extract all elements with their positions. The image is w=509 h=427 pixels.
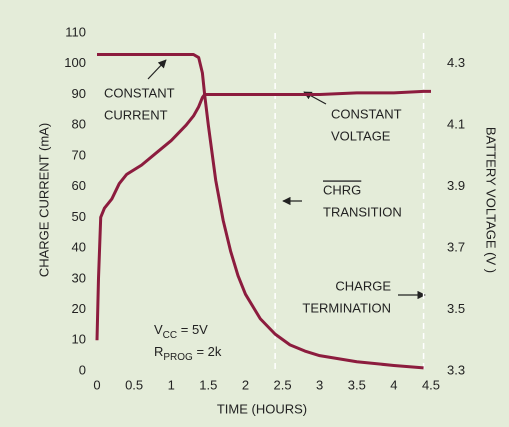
annotation: VCC = 5V [154, 322, 208, 340]
curve [95, 89, 431, 341]
annotation: CONSTANT [104, 85, 175, 100]
y-axis-label: CHARGE CURRENT (mA) [36, 123, 51, 277]
annotation: CHRG [323, 182, 361, 197]
y2-tick-label: 3.9 [447, 178, 465, 193]
x-tick-label: 3.5 [348, 377, 366, 392]
x-tick-label: 1.5 [199, 377, 217, 392]
y2-tick-label: 4.1 [447, 117, 465, 132]
x-tick-label: 2.5 [274, 377, 292, 392]
y-tick-label: 50 [72, 209, 86, 224]
y-tick-label: 60 [72, 178, 86, 193]
x-tick-label: 0.5 [125, 377, 143, 392]
y-tick-label: 110 [65, 24, 86, 39]
x-tick-label: 3 [316, 377, 323, 392]
annotation: TERMINATION [302, 300, 391, 315]
y-tick-label: 90 [72, 86, 86, 101]
annotation-part: R [154, 344, 163, 359]
annotation: CHARGE [335, 278, 391, 293]
x-tick-label: 4.5 [422, 377, 440, 392]
annotation-part: = 2k [193, 344, 222, 359]
y2-tick-label: 3.5 [447, 301, 465, 316]
annotation: CURRENT [104, 107, 168, 122]
annotation-part: PROG [163, 352, 193, 363]
annotation-part: CC [163, 330, 177, 341]
y-tick-label: 40 [72, 240, 86, 255]
y-tick-label: 80 [72, 117, 86, 132]
y-tick-label: 70 [72, 147, 86, 162]
x-tick-label: 0 [93, 377, 100, 392]
x-tick-label: 4 [390, 377, 397, 392]
y2-tick-label: 4.3 [447, 55, 465, 70]
y-tick-label: 10 [72, 332, 86, 347]
x-tick-label: 2 [242, 377, 249, 392]
y2-tick-label: 3.3 [447, 362, 465, 377]
annotation-part: V [154, 322, 163, 337]
x-axis-label: TIME (HOURS) [217, 401, 307, 416]
y-tick-label: 0 [79, 362, 86, 377]
annotation: CONSTANT [331, 106, 402, 121]
y2-tick-label: 3.7 [447, 240, 465, 255]
annotation: RPROG = 2k [154, 344, 222, 362]
annotation: VOLTAGE [331, 128, 391, 143]
y-tick-label: 20 [72, 301, 86, 316]
annotation-part: = 5V [177, 322, 208, 337]
annotation: TRANSITION [323, 204, 402, 219]
y-tick-label: 100 [64, 55, 86, 70]
x-tick-label: 1 [168, 377, 175, 392]
y2-axis-label: BATTERY VOLTAGE (V ) [484, 127, 499, 273]
y-tick-label: 30 [72, 270, 86, 285]
